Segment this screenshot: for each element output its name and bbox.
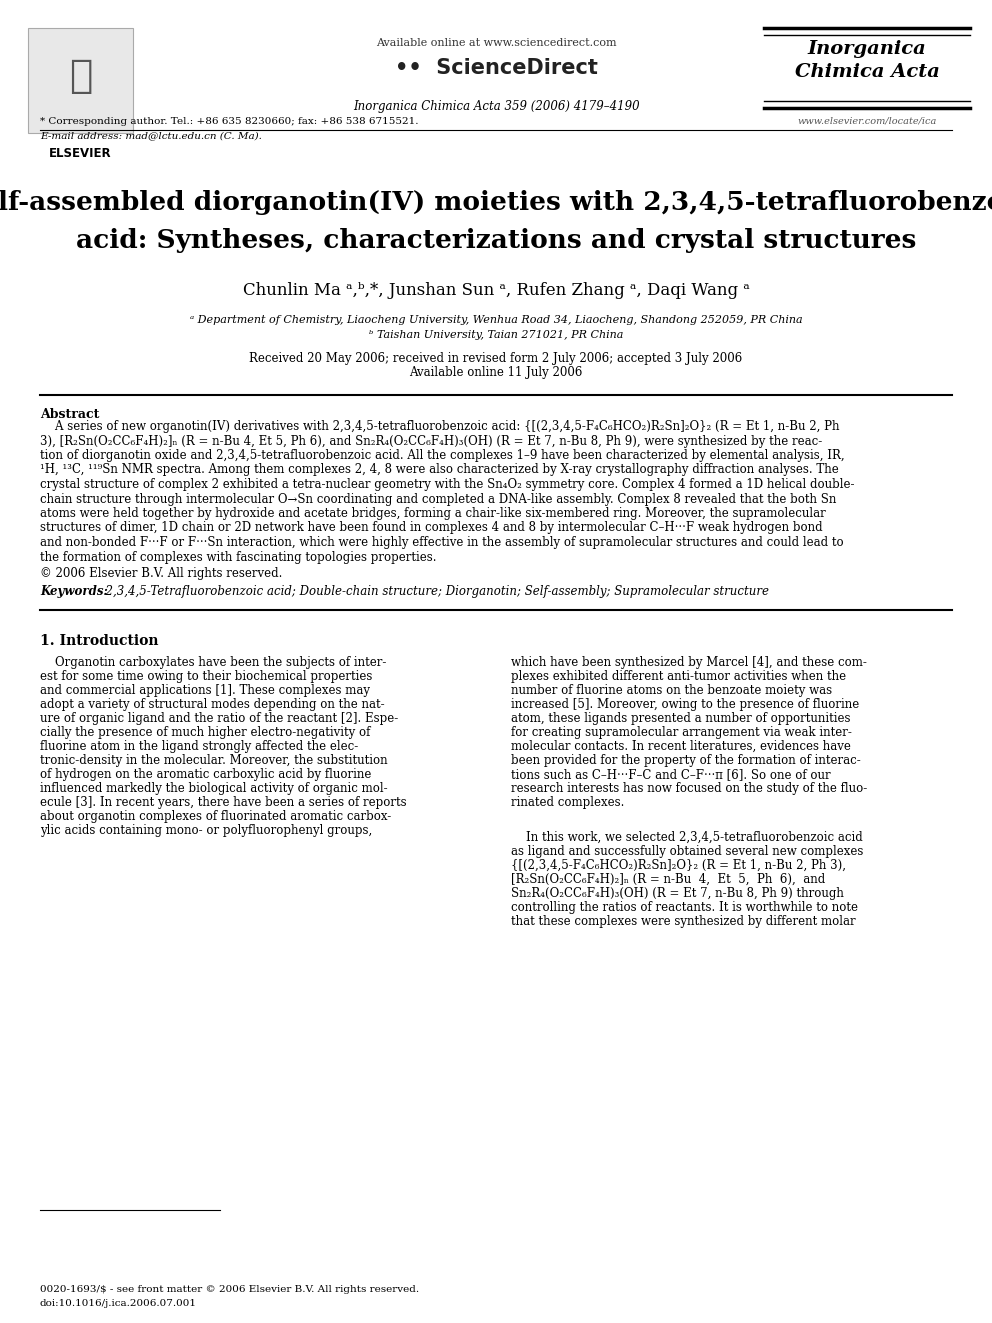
Text: controlling the ratios of reactants. It is worthwhile to note: controlling the ratios of reactants. It … bbox=[511, 901, 858, 914]
Text: number of fluorine atoms on the benzoate moiety was: number of fluorine atoms on the benzoate… bbox=[511, 684, 832, 697]
Text: plexes exhibited different anti-tumor activities when the: plexes exhibited different anti-tumor ac… bbox=[511, 669, 846, 683]
Text: doi:10.1016/j.ica.2006.07.001: doi:10.1016/j.ica.2006.07.001 bbox=[40, 1299, 197, 1308]
Text: atom, these ligands presented a number of opportunities: atom, these ligands presented a number o… bbox=[511, 712, 850, 725]
Text: rinated complexes.: rinated complexes. bbox=[511, 796, 624, 808]
Text: Self-assembled diorganotin(IV) moieties with 2,3,4,5-tetrafluorobenzoic: Self-assembled diorganotin(IV) moieties … bbox=[0, 191, 992, 216]
Text: Abstract: Abstract bbox=[40, 407, 99, 421]
Text: E-mail address: mad@lctu.edu.cn (C. Ma).: E-mail address: mad@lctu.edu.cn (C. Ma). bbox=[40, 131, 262, 140]
Text: and non-bonded F···F or F···Sn interaction, which were highly effective in the a: and non-bonded F···F or F···Sn interacti… bbox=[40, 536, 843, 549]
Text: Sn₂R₄(O₂CC₆F₄H)₃(OH) (R = Et 7, n-Bu 8, Ph 9) through: Sn₂R₄(O₂CC₆F₄H)₃(OH) (R = Et 7, n-Bu 8, … bbox=[511, 886, 844, 900]
Text: Chunlin Ma ᵃ,ᵇ,*, Junshan Sun ᵃ, Rufen Zhang ᵃ, Daqi Wang ᵃ: Chunlin Ma ᵃ,ᵇ,*, Junshan Sun ᵃ, Rufen Z… bbox=[243, 282, 749, 299]
Text: crystal structure of complex 2 exhibited a tetra-nuclear geometry with the Sn₄O₂: crystal structure of complex 2 exhibited… bbox=[40, 478, 854, 491]
Text: ¹H, ¹³C, ¹¹⁹Sn NMR spectra. Among them complexes 2, 4, 8 were also characterized: ¹H, ¹³C, ¹¹⁹Sn NMR spectra. Among them c… bbox=[40, 463, 839, 476]
Text: 2,3,4,5-Tetrafluorobenzoic acid; Double-chain structure; Diorganotin; Self-assem: 2,3,4,5-Tetrafluorobenzoic acid; Double-… bbox=[98, 586, 769, 598]
Text: cially the presence of much higher electro-negativity of: cially the presence of much higher elect… bbox=[40, 726, 370, 740]
Text: which have been synthesized by Marcel [4], and these com-: which have been synthesized by Marcel [4… bbox=[511, 656, 867, 669]
Text: {[(2,3,4,5-F₄C₆HCO₂)R₂Sn]₂O}₂ (R = Et 1, n-Bu 2, Ph 3),: {[(2,3,4,5-F₄C₆HCO₂)R₂Sn]₂O}₂ (R = Et 1,… bbox=[511, 859, 846, 872]
Text: research interests has now focused on the study of the fluo-: research interests has now focused on th… bbox=[511, 782, 867, 795]
Text: est for some time owing to their biochemical properties: est for some time owing to their biochem… bbox=[40, 669, 372, 683]
Text: Inorganica: Inorganica bbox=[807, 40, 927, 58]
Text: Keywords:: Keywords: bbox=[40, 586, 108, 598]
Text: increased [5]. Moreover, owing to the presence of fluorine: increased [5]. Moreover, owing to the pr… bbox=[511, 699, 859, 710]
Text: tronic-density in the molecular. Moreover, the substitution: tronic-density in the molecular. Moreove… bbox=[40, 754, 388, 767]
Text: Inorganica Chimica Acta 359 (2006) 4179–4190: Inorganica Chimica Acta 359 (2006) 4179–… bbox=[353, 101, 639, 112]
Text: ᵃ Department of Chemistry, Liaocheng University, Wenhua Road 34, Liaocheng, Shan: ᵃ Department of Chemistry, Liaocheng Uni… bbox=[189, 315, 803, 325]
Text: ylic acids containing mono- or polyfluorophenyl groups,: ylic acids containing mono- or polyfluor… bbox=[40, 824, 372, 837]
Text: 3), [R₂Sn(O₂CC₆F₄H)₂]ₙ (R = n-Bu 4, Et 5, Ph 6), and Sn₂R₄(O₂CC₆F₄H)₃(OH) (R = E: 3), [R₂Sn(O₂CC₆F₄H)₂]ₙ (R = n-Bu 4, Et 5… bbox=[40, 434, 822, 447]
Text: been provided for the property of the formation of interac-: been provided for the property of the fo… bbox=[511, 754, 861, 767]
Text: adopt a variety of structural modes depending on the nat-: adopt a variety of structural modes depe… bbox=[40, 699, 385, 710]
Bar bbox=[28, 28, 133, 134]
Text: as ligand and successfully obtained several new complexes: as ligand and successfully obtained seve… bbox=[511, 845, 863, 859]
Text: Received 20 May 2006; received in revised form 2 July 2006; accepted 3 July 2006: Received 20 May 2006; received in revise… bbox=[249, 352, 743, 365]
Text: that these complexes were synthesized by different molar: that these complexes were synthesized by… bbox=[511, 916, 856, 927]
Text: In this work, we selected 2,3,4,5-tetrafluorobenzoic acid: In this work, we selected 2,3,4,5-tetraf… bbox=[511, 831, 863, 844]
Text: ••  ScienceDirect: •• ScienceDirect bbox=[395, 58, 597, 78]
Text: influenced markedly the biological activity of organic mol-: influenced markedly the biological activ… bbox=[40, 782, 388, 795]
Text: chain structure through intermolecular O→Sn coordinating and completed a DNA-lik: chain structure through intermolecular O… bbox=[40, 492, 836, 505]
Text: atoms were held together by hydroxide and acetate bridges, forming a chair-like : atoms were held together by hydroxide an… bbox=[40, 507, 825, 520]
Text: of hydrogen on the aromatic carboxylic acid by fluorine: of hydrogen on the aromatic carboxylic a… bbox=[40, 767, 371, 781]
Text: 🌳: 🌳 bbox=[68, 57, 92, 94]
Text: Available online at www.sciencedirect.com: Available online at www.sciencedirect.co… bbox=[376, 38, 616, 48]
Text: ure of organic ligand and the ratio of the reactant [2]. Espe-: ure of organic ligand and the ratio of t… bbox=[40, 712, 398, 725]
Text: structures of dimer, 1D chain or 2D network have been found in complexes 4 and 8: structures of dimer, 1D chain or 2D netw… bbox=[40, 521, 822, 534]
Text: Available online 11 July 2006: Available online 11 July 2006 bbox=[410, 366, 582, 378]
Text: molecular contacts. In recent literatures, evidences have: molecular contacts. In recent literature… bbox=[511, 740, 851, 753]
Text: fluorine atom in the ligand strongly affected the elec-: fluorine atom in the ligand strongly aff… bbox=[40, 740, 358, 753]
Text: ᵇ Taishan University, Taian 271021, PR China: ᵇ Taishan University, Taian 271021, PR C… bbox=[369, 329, 623, 340]
Text: acid: Syntheses, characterizations and crystal structures: acid: Syntheses, characterizations and c… bbox=[75, 228, 917, 253]
Text: about organotin complexes of fluorinated aromatic carbox-: about organotin complexes of fluorinated… bbox=[40, 810, 391, 823]
Text: www.elsevier.com/locate/ica: www.elsevier.com/locate/ica bbox=[798, 116, 936, 124]
Text: 0020-1693/$ - see front matter © 2006 Elsevier B.V. All rights reserved.: 0020-1693/$ - see front matter © 2006 El… bbox=[40, 1285, 420, 1294]
Text: © 2006 Elsevier B.V. All rights reserved.: © 2006 Elsevier B.V. All rights reserved… bbox=[40, 568, 283, 579]
Text: ecule [3]. In recent years, there have been a series of reports: ecule [3]. In recent years, there have b… bbox=[40, 796, 407, 808]
Text: Chimica Acta: Chimica Acta bbox=[795, 64, 939, 81]
Text: ELSEVIER: ELSEVIER bbox=[50, 147, 112, 160]
Text: tion of diorganotin oxide and 2,3,4,5-tetrafluorobenzoic acid. All the complexes: tion of diorganotin oxide and 2,3,4,5-te… bbox=[40, 448, 844, 462]
Text: A series of new organotin(IV) derivatives with 2,3,4,5-tetrafluorobenzoic acid: : A series of new organotin(IV) derivative… bbox=[40, 419, 839, 433]
Text: tions such as C–H···F–C and C–F···π [6]. So one of our: tions such as C–H···F–C and C–F···π [6].… bbox=[511, 767, 830, 781]
Text: [R₂Sn(O₂CC₆F₄H)₂]ₙ (R = n-Bu  4,  Et  5,  Ph  6),  and: [R₂Sn(O₂CC₆F₄H)₂]ₙ (R = n-Bu 4, Et 5, Ph… bbox=[511, 873, 825, 886]
Text: 1. Introduction: 1. Introduction bbox=[40, 634, 159, 648]
Text: the formation of complexes with fascinating topologies properties.: the formation of complexes with fascinat… bbox=[40, 550, 436, 564]
Text: for creating supramolecular arrangement via weak inter-: for creating supramolecular arrangement … bbox=[511, 726, 852, 740]
Text: Organotin carboxylates have been the subjects of inter-: Organotin carboxylates have been the sub… bbox=[40, 656, 386, 669]
Text: and commercial applications [1]. These complexes may: and commercial applications [1]. These c… bbox=[40, 684, 370, 697]
Text: * Corresponding author. Tel.: +86 635 8230660; fax: +86 538 6715521.: * Corresponding author. Tel.: +86 635 82… bbox=[40, 116, 419, 126]
